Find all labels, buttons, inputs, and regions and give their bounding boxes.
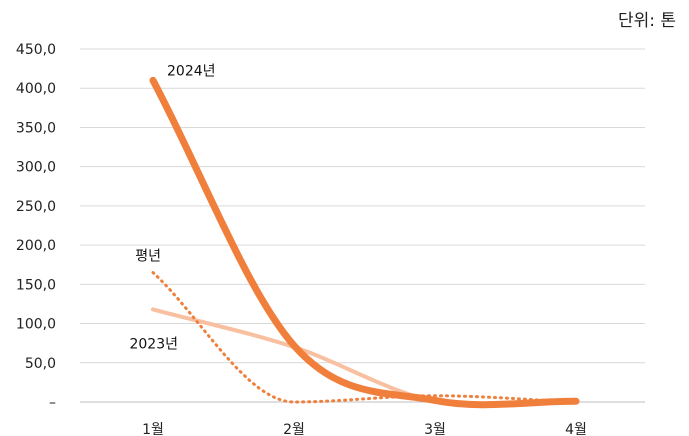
series-lines [149, 76, 580, 409]
x-tick-label: 3월 [424, 422, 446, 436]
y-axis-ticks: – 50,0 100,0 150,0 200,0 250,0 300,0 350,0 400,0… [16, 42, 56, 411]
y-tick-label: 200,0 [16, 238, 56, 254]
y-tick-label: 250,0 [16, 199, 56, 215]
y-tick-label: – [49, 395, 56, 411]
x-tick-label: 2월 [283, 422, 305, 436]
series-line-2 [151, 271, 578, 404]
x-tick-label: 4월 [565, 422, 587, 436]
y-tick-label: 100,0 [16, 317, 56, 333]
series-labels: 2024년 2023년 평년 [129, 63, 215, 352]
unit-label: 단위: 톤 [618, 11, 676, 31]
series-label-1: 2023년 [129, 336, 178, 352]
y-tick-label: 300,0 [16, 160, 56, 176]
series-label-0: 2024년 [167, 63, 216, 79]
y-tick-label: 400,0 [16, 81, 56, 97]
x-tick-label: 1월 [142, 422, 164, 436]
grid-lines [80, 48, 645, 403]
y-tick-label: 50,0 [25, 356, 56, 372]
y-tick-label: 450,0 [16, 42, 56, 58]
y-tick-label: 150,0 [16, 277, 56, 293]
series-label-2: 평년 [135, 249, 161, 265]
x-axis-ticks: 1월 2월 3월 4월 [142, 422, 587, 436]
series-line-0 [149, 76, 580, 409]
y-tick-label: 350,0 [16, 120, 56, 136]
